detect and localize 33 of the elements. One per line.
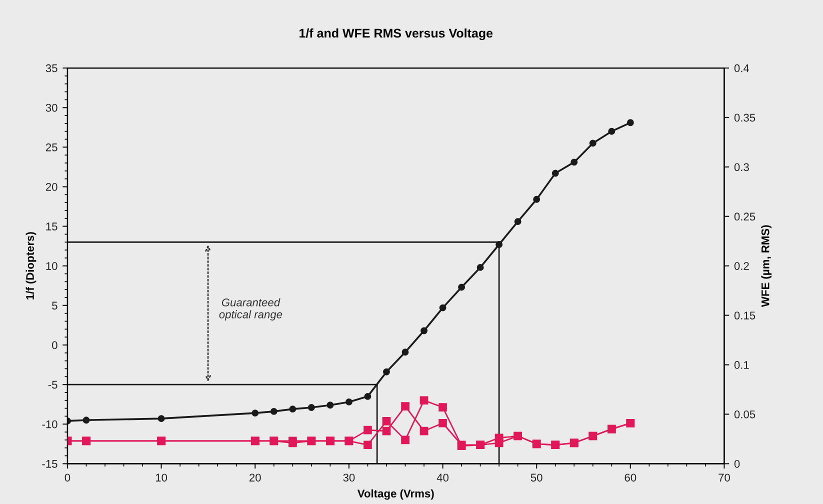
y2-tick-label: 0.1 — [734, 361, 749, 369]
y-tick-label: 0 — [52, 341, 58, 350]
y-tick-label: -10 — [42, 420, 58, 428]
x-tick-label: 50 — [530, 474, 542, 482]
y-axis-title: 1/f (Diopters) — [26, 232, 36, 300]
y-tick-label: 15 — [46, 222, 58, 230]
x-tick-label: 60 — [624, 474, 636, 482]
x-tick-label: 0 — [64, 474, 70, 482]
y-tick-label: -5 — [48, 380, 58, 389]
y-tick-label: 20 — [46, 183, 58, 191]
x-tick-label: 70 — [718, 474, 730, 482]
annotation: Guaranteed optical range — [219, 298, 282, 321]
y2-tick-label: 0.3 — [734, 163, 749, 172]
y2-tick-label: 0.2 — [734, 262, 749, 270]
x-axis-title: Voltage (Vrms) — [357, 489, 434, 500]
x-tick-label: 30 — [343, 474, 355, 482]
y2-tick-label: 0.05 — [734, 410, 756, 418]
y-tick-label: 30 — [46, 104, 58, 112]
y-tick-label: 5 — [52, 302, 58, 310]
y2-tick-label: 0.4 — [734, 64, 750, 72]
x-tick-label: 40 — [436, 474, 449, 482]
y-tick-label: -15 — [42, 460, 58, 468]
y-tick-label: 25 — [46, 143, 58, 152]
y2-axis-title: WFE (µm, RMS) — [761, 225, 772, 308]
x-tick-label: 10 — [156, 474, 168, 482]
y-tick-label: 10 — [46, 262, 58, 270]
y2-tick-label: 0 — [734, 460, 740, 468]
chart-title: 1/f and WFE RMS versus Voltage — [300, 28, 493, 40]
y2-tick-label: 0.35 — [734, 114, 756, 122]
y2-tick-label: 0.15 — [734, 312, 756, 320]
y2-tick-label: 0.25 — [734, 212, 756, 221]
x-tick-label: 20 — [250, 474, 261, 482]
y-tick-label: 35 — [46, 64, 58, 72]
